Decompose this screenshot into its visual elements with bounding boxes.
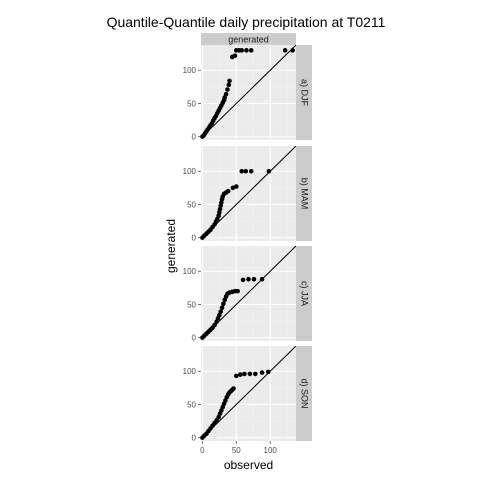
- data-point: [248, 168, 254, 174]
- x-axis-title: observed: [224, 458, 273, 472]
- data-point: [214, 418, 219, 423]
- data-point: [233, 373, 239, 379]
- data-point: [233, 184, 239, 189]
- panel-strip-background: [296, 346, 312, 441]
- x-tick-label: 0: [200, 446, 205, 455]
- data-point: [238, 372, 243, 377]
- chart-title: Quantile-Quantile daily precipitation at…: [107, 14, 386, 30]
- data-point: [219, 305, 225, 311]
- facet-panels: 0 50 100 a) DJF 0 50 100 b) MAM 0 50 100 c) JJA 0 50 1…: [183, 45, 312, 443]
- data-point: [265, 369, 271, 375]
- data-point: [242, 371, 247, 377]
- panel-strip-label: b) MAM: [300, 178, 310, 210]
- facet-panel: 0 50 100 d) SON: [183, 346, 312, 443]
- column-strip-background: [201, 33, 296, 45]
- data-point: [244, 48, 249, 53]
- y-tick-label: 100: [183, 66, 197, 75]
- y-tick-label: 100: [183, 267, 197, 276]
- data-point: [225, 188, 231, 194]
- panel-strip-background: [296, 146, 312, 241]
- y-tick-label: 50: [187, 200, 196, 209]
- data-point: [223, 91, 229, 97]
- data-point: [225, 87, 230, 92]
- data-point: [266, 168, 272, 174]
- data-point: [235, 288, 240, 294]
- data-point: [252, 371, 258, 377]
- data-point: [247, 371, 253, 377]
- data-point: [259, 370, 265, 375]
- panel-strip-background: [296, 246, 312, 341]
- data-point: [227, 78, 232, 84]
- data-point: [239, 168, 245, 174]
- x-axis-ticks: 0 50 100: [200, 441, 277, 455]
- y-tick-label: 100: [183, 167, 197, 176]
- data-point: [226, 82, 232, 88]
- panel-strip-label: c) JJA: [300, 281, 310, 306]
- data-point: [232, 53, 238, 58]
- data-point: [239, 48, 245, 53]
- data-point: [248, 48, 254, 53]
- y-tick-label: 100: [183, 367, 197, 376]
- reference-line: [201, 346, 296, 440]
- data-point: [231, 386, 236, 391]
- y-tick-label: 0: [192, 434, 197, 443]
- data-point: [221, 301, 226, 307]
- data-point: [246, 276, 251, 282]
- y-tick-label: 0: [192, 133, 197, 142]
- y-tick-label: 50: [187, 99, 196, 108]
- data-point: [282, 48, 288, 53]
- y-tick-label: 50: [187, 300, 196, 309]
- data-point: [251, 276, 257, 282]
- data-point: [240, 277, 246, 283]
- data-point: [212, 322, 217, 328]
- facet-panel: 0 50 100 b) MAM: [183, 146, 312, 243]
- facet-panel: 0 50 100 a) DJF: [183, 45, 312, 142]
- column-strip: generated: [201, 33, 296, 45]
- data-point: [290, 48, 295, 53]
- reference-line: [201, 45, 296, 139]
- panel-strip-background: [296, 45, 312, 140]
- y-tick-label: 50: [187, 400, 196, 409]
- column-strip-label: generated: [228, 35, 269, 45]
- panel-strip-label: d) SON: [300, 378, 310, 408]
- y-tick-label: 0: [192, 334, 197, 343]
- data-point: [259, 276, 265, 282]
- y-axis-title: generated: [164, 219, 178, 273]
- panel-strip-label: a) DJF: [300, 79, 310, 107]
- data-point: [243, 168, 249, 174]
- x-tick-label: 50: [232, 446, 241, 455]
- y-tick-label: 0: [192, 234, 197, 243]
- data-point: [218, 309, 223, 315]
- facet-panel: 0 50 100 c) JJA: [183, 246, 312, 343]
- x-tick-label: 100: [264, 446, 278, 455]
